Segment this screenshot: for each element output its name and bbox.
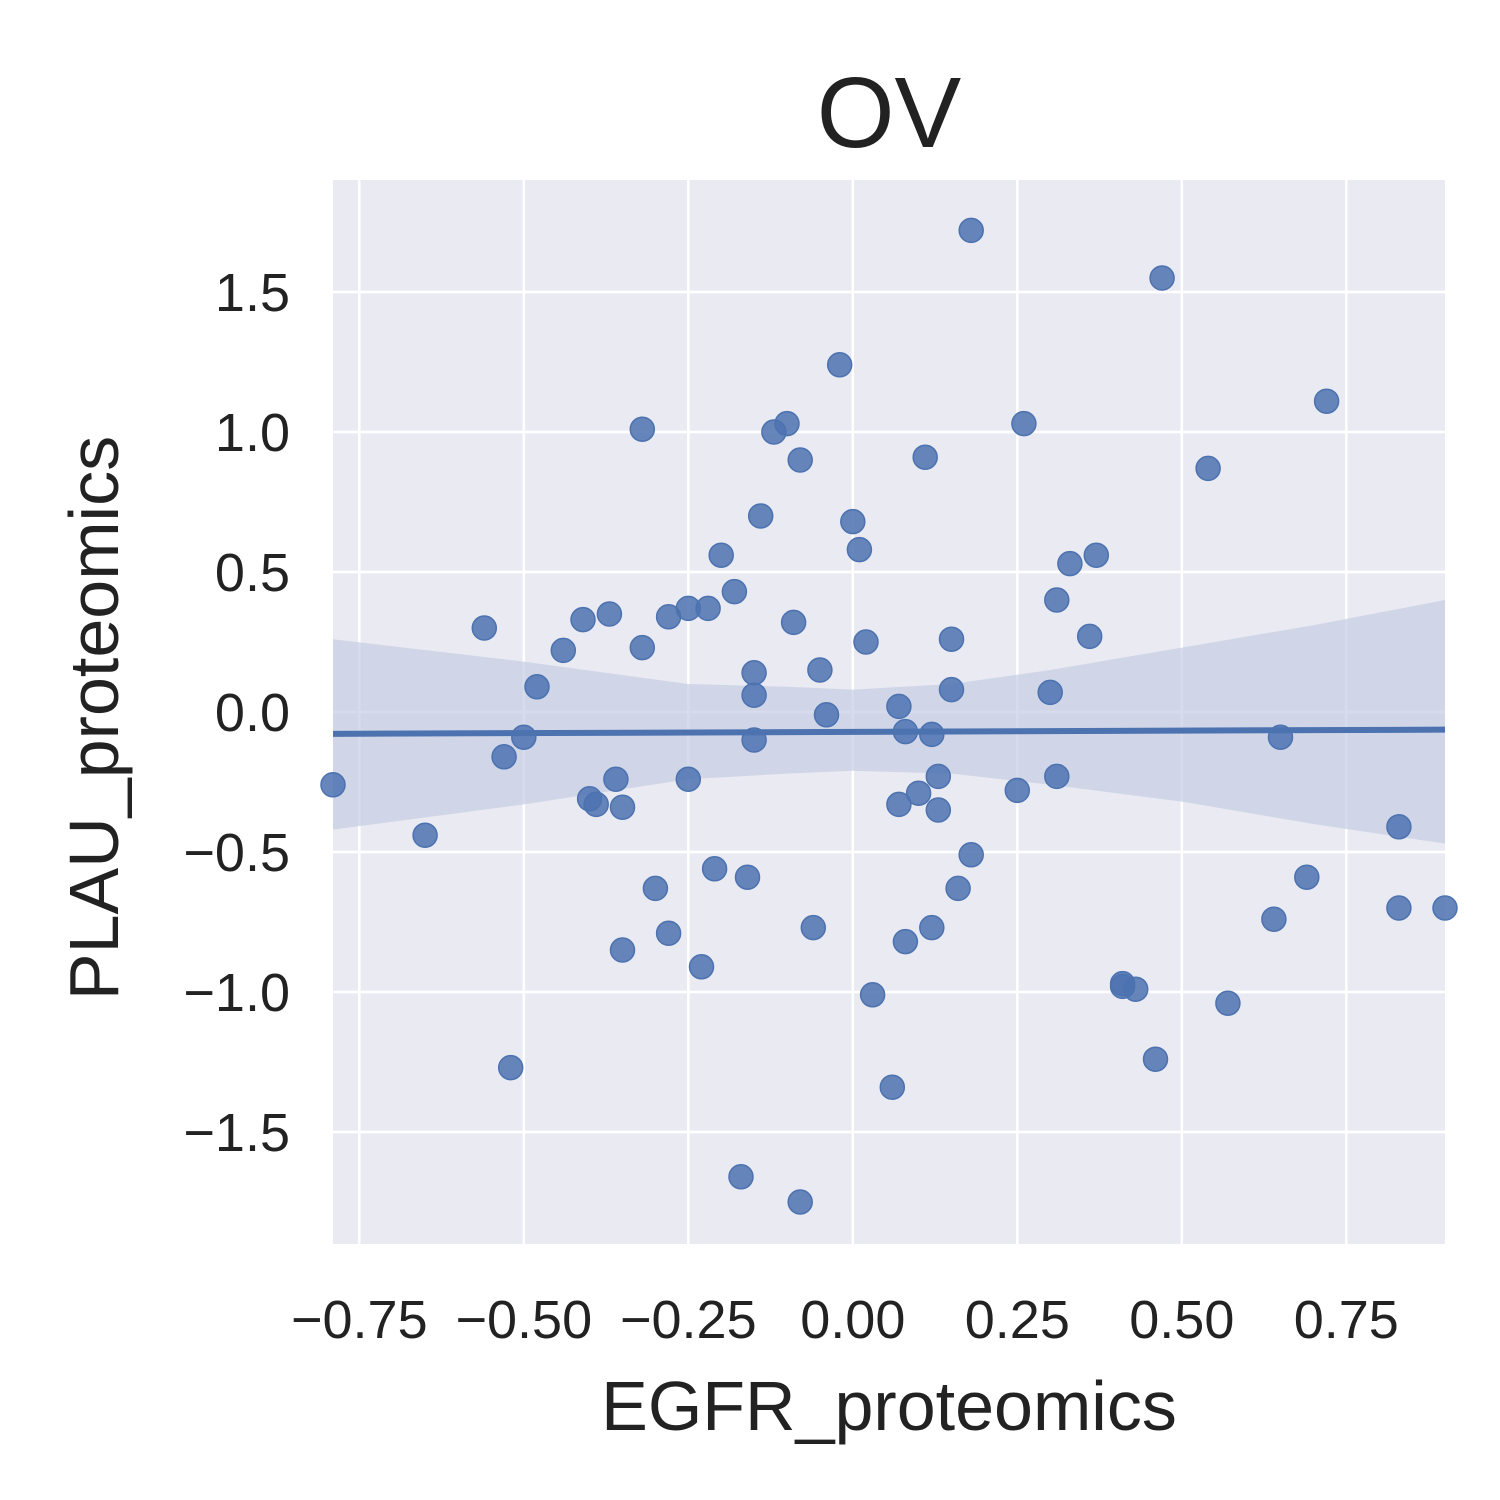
data-point bbox=[1149, 265, 1175, 291]
data-point bbox=[695, 595, 721, 622]
data-point bbox=[728, 1164, 754, 1190]
x-tick-label: 0.75 bbox=[1294, 1290, 1399, 1350]
regression-line bbox=[332, 726, 1446, 737]
data-point bbox=[497, 1054, 524, 1081]
data-point bbox=[958, 842, 984, 868]
data-point bbox=[1313, 388, 1340, 414]
data-point bbox=[320, 772, 346, 798]
data-point bbox=[938, 626, 965, 652]
data-point bbox=[1083, 542, 1110, 568]
data-point bbox=[787, 1189, 813, 1215]
data-point bbox=[945, 875, 971, 902]
x-tick-label: 0.00 bbox=[800, 1290, 905, 1350]
data-point bbox=[1386, 814, 1412, 840]
y-tick-label: 0.0 bbox=[215, 683, 290, 743]
x-tick-label: 0.50 bbox=[1129, 1290, 1234, 1350]
data-point bbox=[583, 791, 609, 818]
data-point bbox=[412, 822, 438, 848]
data-point bbox=[1215, 990, 1241, 1016]
data-point bbox=[1195, 455, 1221, 482]
y-tick-label: −1.5 bbox=[183, 1103, 290, 1163]
data-point bbox=[787, 447, 813, 473]
data-point bbox=[550, 637, 577, 664]
data-point bbox=[886, 693, 912, 720]
data-point bbox=[846, 536, 873, 563]
data-point bbox=[1432, 895, 1458, 921]
data-point bbox=[774, 410, 800, 437]
data-point bbox=[655, 920, 682, 946]
data-point bbox=[629, 416, 656, 442]
data-point bbox=[642, 875, 669, 902]
x-tick-label: −0.75 bbox=[291, 1290, 428, 1350]
y-tick-label: −0.5 bbox=[183, 823, 290, 883]
data-point bbox=[741, 682, 767, 708]
data-point bbox=[840, 508, 866, 535]
data-point bbox=[511, 724, 537, 750]
data-point bbox=[912, 444, 938, 470]
regression-line-group bbox=[332, 726, 1446, 737]
y-axis-label: PLAU_proteomics bbox=[55, 436, 133, 1000]
data-point bbox=[721, 578, 748, 605]
data-point bbox=[800, 914, 827, 941]
data-point bbox=[629, 634, 656, 661]
data-point bbox=[741, 660, 767, 686]
data-point bbox=[1076, 623, 1103, 650]
y-tick-label: 1.5 bbox=[215, 263, 290, 323]
data-point bbox=[958, 217, 984, 244]
data-point bbox=[609, 794, 636, 820]
data-point bbox=[1004, 777, 1031, 804]
data-point bbox=[813, 702, 840, 728]
data-point bbox=[688, 954, 715, 980]
data-point bbox=[879, 1074, 906, 1100]
data-point bbox=[1261, 906, 1287, 932]
data-point bbox=[807, 657, 833, 683]
data-point bbox=[596, 601, 623, 627]
data-point bbox=[853, 629, 879, 655]
data-point bbox=[603, 766, 629, 792]
data-point bbox=[1011, 410, 1037, 437]
y-tick-label: 1.0 bbox=[215, 403, 290, 463]
y-tick-label: −1.0 bbox=[183, 963, 290, 1023]
data-point bbox=[925, 797, 952, 823]
data-point bbox=[780, 609, 807, 636]
data-point bbox=[925, 763, 952, 790]
data-point bbox=[609, 937, 636, 963]
data-point bbox=[1142, 1046, 1169, 1072]
data-point bbox=[747, 503, 774, 529]
data-point bbox=[675, 766, 702, 792]
x-axis-label: EGFR_proteomics bbox=[601, 1367, 1177, 1445]
data-point bbox=[1294, 864, 1320, 890]
data-point bbox=[1044, 587, 1070, 613]
data-point bbox=[491, 744, 517, 770]
data-point bbox=[570, 606, 596, 633]
data-point bbox=[905, 780, 932, 806]
data-point bbox=[1122, 976, 1149, 1002]
x-tick-label: −0.50 bbox=[455, 1290, 592, 1350]
y-tick-label: 0.5 bbox=[215, 543, 290, 603]
data-point bbox=[701, 856, 728, 882]
data-point bbox=[1057, 550, 1083, 577]
data-point bbox=[859, 982, 886, 1008]
data-point bbox=[1044, 763, 1070, 790]
data-point bbox=[826, 352, 853, 378]
data-point bbox=[1037, 679, 1063, 706]
x-tick-label: −0.25 bbox=[620, 1290, 757, 1350]
data-point bbox=[708, 542, 734, 568]
x-tick-labels: −0.75 −0.50 −0.25 0.00 0.25 0.50 0.75 bbox=[291, 1290, 1399, 1350]
data-point bbox=[892, 928, 919, 955]
y-tick-labels: −1.5 −1.0 −0.5 0.0 0.5 1.0 1.5 bbox=[183, 263, 290, 1163]
x-tick-label: 0.25 bbox=[965, 1290, 1070, 1350]
data-point bbox=[1386, 895, 1412, 921]
data-point bbox=[919, 914, 945, 941]
data-point bbox=[938, 676, 965, 703]
data-point bbox=[471, 615, 498, 641]
data-point bbox=[734, 864, 761, 890]
data-point bbox=[524, 674, 550, 700]
data-point bbox=[886, 791, 912, 818]
chart-title: OV bbox=[817, 57, 962, 169]
